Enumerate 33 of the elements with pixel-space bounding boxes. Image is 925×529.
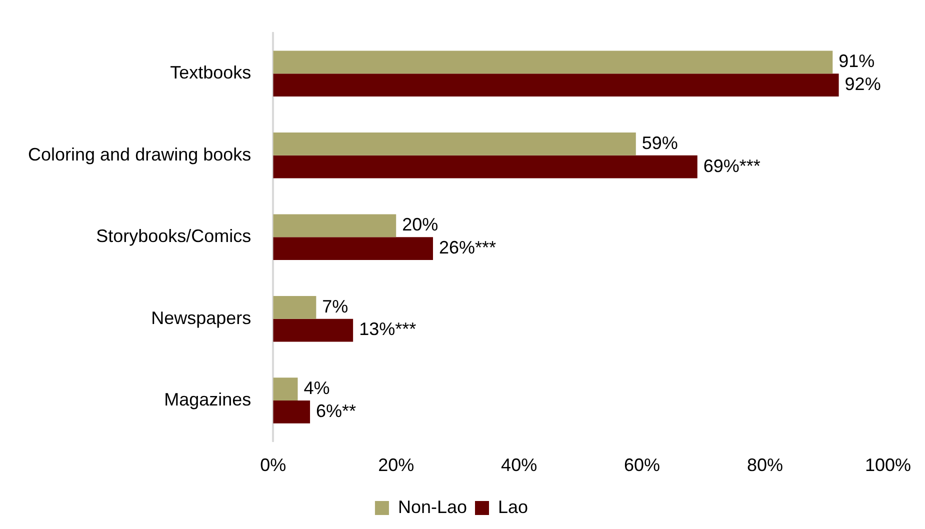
- bar: [273, 74, 839, 97]
- data-label: 91%: [838, 51, 875, 72]
- bar: [273, 296, 316, 319]
- bar: [273, 378, 298, 401]
- data-label: 20%: [402, 214, 438, 235]
- y-tick-label: Magazines: [164, 390, 252, 410]
- data-label: 6%**: [316, 400, 356, 421]
- x-tick-label: 60%: [624, 455, 660, 476]
- data-label: 26%***: [438, 238, 496, 258]
- data-label: 92%: [844, 74, 881, 94]
- bar: [273, 400, 310, 424]
- data-label: 13%***: [359, 319, 416, 340]
- y-tick-label: Newspapers: [151, 308, 252, 328]
- data-label: 7%: [322, 296, 348, 316]
- x-tick-label: 40%: [501, 455, 538, 476]
- bar: [273, 318, 354, 342]
- legend-label: Non-Lao: [398, 496, 468, 517]
- x-tick-label: 100%: [864, 455, 912, 476]
- legend-label: Lao: [498, 496, 528, 517]
- x-tick-label: 20%: [378, 455, 414, 476]
- data-label: 4%: [304, 378, 330, 398]
- bar: [273, 132, 636, 156]
- y-tick-label: Coloring and drawing books: [28, 144, 252, 164]
- bar: [273, 50, 833, 74]
- bar: [273, 237, 433, 260]
- data-label: 69%***: [703, 156, 760, 176]
- x-tick-label: 80%: [746, 455, 784, 476]
- bar: [273, 214, 396, 238]
- x-tick-label: 0%: [260, 455, 286, 476]
- y-tick-label: Storybooks/Comics: [96, 226, 252, 246]
- y-tick-label: Textbooks: [170, 62, 252, 83]
- bar: [273, 155, 698, 178]
- data-label: 59%: [642, 132, 678, 153]
